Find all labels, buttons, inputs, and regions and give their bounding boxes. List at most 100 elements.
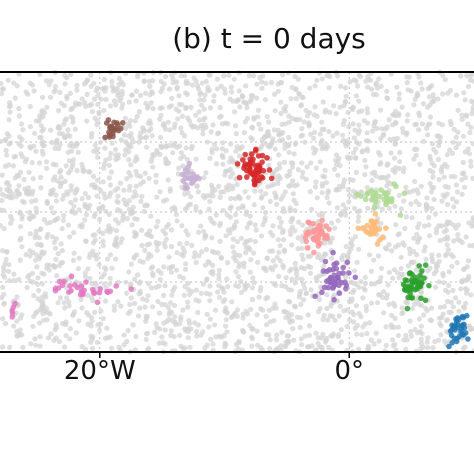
background-particle [335,172,341,178]
background-particle [123,279,129,285]
background-particle [445,247,451,253]
background-particle [278,99,284,105]
background-particle [327,109,333,115]
background-particle [71,203,77,209]
background-particle [74,141,80,147]
background-particle [32,257,39,263]
background-particle [109,265,115,271]
background-particle [12,95,18,101]
background-particle [431,98,437,104]
background-particle [138,198,144,204]
particle-point [196,175,202,182]
background-particle [201,175,207,181]
background-particle [292,260,298,267]
background-particle [212,322,218,328]
background-particle [33,342,39,348]
background-particle [218,113,224,119]
background-particle [0,138,3,145]
background-particle [356,214,362,220]
background-particle [373,80,380,86]
background-particle [361,285,367,291]
background-particle [68,187,74,193]
background-particle [227,96,233,102]
background-particle [340,132,346,138]
background-particle [315,335,321,341]
background-particle [14,188,20,194]
background-particle [157,189,163,195]
background-particle [353,146,359,152]
background-particle [273,195,279,201]
background-particle [120,101,126,107]
background-particle [384,162,390,168]
background-particle [262,97,268,103]
background-particle [408,333,414,339]
particle-point [243,167,250,174]
background-particle [44,198,50,205]
background-particle [149,155,155,161]
particle-point [259,175,266,181]
background-particle [272,263,278,269]
background-particle [223,184,229,190]
background-particle [146,78,152,84]
background-particle [463,300,469,306]
background-particle [436,223,442,229]
background-particle [416,127,422,133]
background-particle [11,80,17,86]
background-particle [134,113,140,119]
background-particle [359,332,365,338]
background-particle [41,126,47,132]
background-particle [146,241,152,247]
background-particle [34,281,41,287]
background-particle [18,224,24,230]
background-particle [53,198,60,204]
particle-point [12,300,18,307]
background-particle [31,88,37,94]
background-particle [454,260,460,266]
background-particle [113,228,120,234]
background-particle [443,222,449,228]
background-particle [212,307,219,313]
background-particle [328,255,335,261]
background-particle [267,319,273,325]
background-particle [218,189,224,195]
background-particle [411,235,417,241]
background-particle [286,113,292,119]
background-particle [453,225,459,231]
background-particle [333,162,339,168]
background-particle [313,330,319,336]
particle-point [331,261,337,268]
background-particle [201,97,207,103]
background-particle [37,134,43,140]
background-particle [158,270,164,276]
background-particle [360,295,366,301]
background-particle [70,115,76,121]
background-particle [51,210,57,216]
background-particle [68,71,74,78]
background-particle [60,217,66,224]
background-particle [200,329,206,335]
background-particle [207,283,213,289]
particle-point [266,167,273,173]
background-particle [169,243,175,250]
background-particle [459,112,465,118]
background-particle [122,152,128,158]
background-particle [448,309,454,315]
background-particle [38,243,45,249]
background-particle [29,198,35,205]
background-particle [142,247,148,253]
particle-point [259,159,265,165]
background-particle [185,335,191,341]
background-particle [249,343,255,349]
background-particle [58,174,64,180]
background-particle [232,123,239,129]
background-particle [364,330,370,337]
background-particle [178,125,184,131]
background-particle [222,90,228,96]
background-particle [153,172,159,178]
background-particle [118,137,124,143]
background-particle [166,311,172,317]
background-particle [63,163,69,169]
background-particle [362,274,368,280]
background-particle [11,323,17,329]
particle-point [340,264,347,271]
